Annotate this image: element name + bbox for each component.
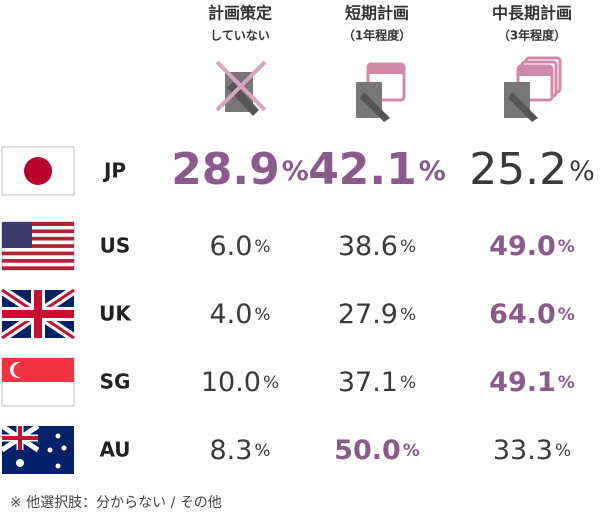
- country-code: JP: [102, 159, 126, 183]
- value: 4.0: [209, 299, 252, 330]
- value-cell: 50.0%: [334, 435, 420, 466]
- column-title: 中長期計画: [492, 4, 572, 23]
- unit: %: [400, 237, 416, 257]
- value-cell: 38.6%: [338, 231, 416, 262]
- country-code: US: [100, 234, 131, 258]
- column-title: 短期計画: [345, 4, 409, 23]
- value-cell: 42.1%: [308, 144, 446, 195]
- column-subtitle: していない: [210, 29, 270, 43]
- value-cell: 28.9%: [171, 144, 309, 195]
- value: 8.3: [209, 435, 252, 466]
- column-title: 計画策定: [208, 4, 272, 23]
- unit: %: [400, 305, 416, 325]
- unit: %: [282, 156, 309, 187]
- calendar-head: [518, 66, 552, 76]
- value-cell: 49.1%: [489, 367, 575, 398]
- unit: %: [254, 237, 270, 257]
- flag-sg: [1, 357, 75, 407]
- unit: %: [555, 441, 571, 461]
- value: 25.2: [469, 144, 567, 195]
- value-cell: 6.0%: [209, 231, 270, 262]
- value: 33.3: [493, 435, 553, 466]
- value: 27.9: [338, 299, 398, 330]
- value: 10.0: [201, 367, 261, 398]
- column-subtitle: （3年程度）: [498, 28, 566, 43]
- value-cell: 33.3%: [493, 435, 571, 466]
- unit: %: [254, 305, 270, 325]
- flag-jp: [1, 146, 75, 196]
- value: 50.0: [334, 435, 401, 466]
- unit: %: [419, 156, 446, 187]
- pencil-icon: [508, 92, 538, 122]
- value: 49.0: [489, 231, 556, 262]
- value-cell: 64.0%: [489, 299, 575, 330]
- country-code: AU: [99, 438, 130, 462]
- icons: [215, 56, 562, 122]
- value: 42.1: [308, 144, 417, 195]
- flag-au: [0, 423, 74, 474]
- column-subtitle: （1年程度）: [343, 28, 411, 43]
- value: 38.6: [338, 231, 398, 262]
- footnote: ※ 他選択肢：分からない / その他: [10, 495, 222, 511]
- flag-uk: [0, 286, 77, 342]
- country-code: SG: [100, 370, 131, 394]
- calendar-head: [368, 64, 404, 74]
- value: 37.1: [338, 367, 398, 398]
- value: 64.0: [489, 299, 556, 330]
- value-cell: 37.1%: [338, 367, 416, 398]
- flags: [0, 146, 77, 474]
- value-cell: 8.3%: [209, 435, 270, 466]
- unit: %: [569, 156, 595, 187]
- unit: %: [263, 373, 279, 393]
- value-cell: 25.2%: [469, 144, 595, 195]
- value-cell: 4.0%: [209, 299, 270, 330]
- unit: %: [558, 305, 575, 325]
- unit: %: [558, 237, 575, 257]
- value-cell: 10.0%: [201, 367, 279, 398]
- unit: %: [400, 373, 416, 393]
- unit: %: [558, 373, 575, 393]
- country-code: UK: [99, 302, 132, 326]
- unit: %: [403, 441, 420, 461]
- unit: %: [254, 441, 270, 461]
- value: 28.9: [171, 144, 280, 195]
- value: 49.1: [489, 367, 556, 398]
- value-cell: 27.9%: [338, 299, 416, 330]
- pencil-icon: [360, 92, 390, 122]
- value: 6.0: [209, 231, 252, 262]
- flag-us: [1, 221, 75, 271]
- cross: [215, 60, 267, 112]
- value-cell: 49.0%: [489, 231, 575, 262]
